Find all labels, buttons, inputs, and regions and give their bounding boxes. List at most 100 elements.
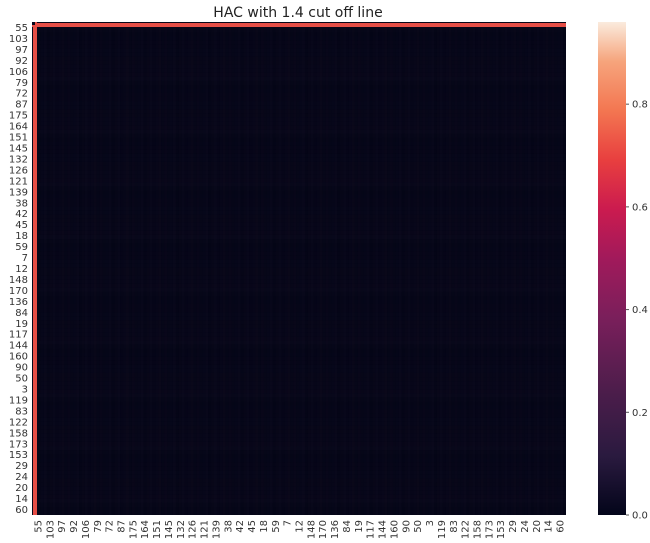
heatmap-column-cell	[439, 28, 443, 515]
col-tick-label: 87	[117, 520, 128, 533]
heatmap-column-cell	[114, 28, 118, 515]
row-tick-label: 38	[15, 198, 28, 209]
heatmap-row-cell	[38, 418, 566, 422]
heatmap-row-cell	[38, 328, 566, 333]
heatmap-column-cell	[560, 28, 564, 515]
col-tick-label: 153	[496, 520, 507, 539]
heatmap-row-cell	[38, 511, 566, 515]
heatmap-row-cell	[38, 283, 566, 288]
col-tick-label: 175	[128, 520, 139, 539]
heatmap-row-cell	[38, 138, 566, 142]
heatmap-column-cell	[390, 28, 393, 515]
col-tick-label: 24	[520, 520, 531, 533]
heatmap-column-cell	[149, 28, 153, 515]
heatmap-row-cell	[38, 154, 566, 158]
heatmap-column-cell	[278, 28, 282, 515]
heatmap-column-cell	[190, 28, 194, 515]
heatmap-row-cell	[38, 482, 566, 487]
heatmap-row-cell	[38, 247, 566, 251]
heatmap-row-cell	[38, 287, 566, 292]
heatmap-row-cell	[38, 230, 566, 235]
heatmap-row-cell	[38, 243, 566, 247]
heatmap-row-cell	[38, 478, 566, 483]
heatmap-column-cell	[67, 28, 71, 515]
heatmap-column-cell	[348, 28, 352, 515]
heatmap-column-cell	[416, 28, 420, 515]
col-tick-label: 164	[140, 520, 151, 539]
heatmap-row-cell	[38, 105, 566, 109]
col-tick-label: 151	[152, 520, 163, 539]
heatmap-column-cell	[340, 28, 344, 515]
heatmap-column-cell	[158, 28, 162, 515]
heatmap-column-cell	[76, 28, 80, 515]
heatmap-column-cell	[275, 28, 279, 515]
heatmap-row-cell	[38, 146, 566, 150]
heatmap-row-cell	[38, 72, 566, 77]
heatmap-column-cell	[126, 28, 129, 515]
heatmap-row-cell	[38, 97, 566, 101]
row-tick-label: 90	[15, 363, 28, 374]
col-tick-label: 158	[473, 520, 484, 539]
heatmap-row-cell	[38, 361, 566, 365]
heatmap-column-cell	[90, 28, 94, 515]
colorbar-gradient	[598, 22, 626, 515]
row-tick-label: 60	[15, 505, 28, 516]
heatmap-row-cell	[38, 446, 566, 451]
row-tick-label: 145	[9, 143, 28, 154]
heatmap-row-cell	[38, 125, 566, 130]
colorbar-tick-label: 0.8	[632, 100, 648, 111]
heatmap-row-cell	[38, 279, 566, 284]
row-tick-labels: 5510397921067972871751641511451321261211…	[9, 23, 28, 516]
col-tick-label: 18	[259, 520, 270, 533]
row-tick-label: 175	[9, 111, 28, 122]
heatmap-column-cell	[196, 28, 200, 515]
row-tick-label: 164	[9, 122, 28, 133]
heatmap-column-cell	[140, 28, 144, 515]
heatmap-row-cell	[38, 401, 566, 405]
row-tick-label: 87	[15, 100, 28, 111]
colorbar-tick-label: 0.0	[632, 511, 648, 522]
row-tick-label: 19	[15, 319, 28, 330]
heatmap-column-cell	[413, 28, 417, 515]
heatmap-column-cell	[480, 28, 484, 515]
heatmap-row-cell	[38, 36, 566, 40]
heatmap-column-cell	[375, 28, 379, 515]
heatmap-column-cell	[472, 28, 476, 515]
row-tick-label: 84	[15, 308, 28, 319]
heatmap-body	[32, 22, 566, 515]
heatmap-column-cell	[454, 28, 458, 515]
col-tick-labels: 55 103 97 92 106 79 72 87 175 164 151 145 132 126 121 1…	[33, 520, 566, 539]
heatmap-row-cell	[38, 251, 566, 255]
heatmap-row-cell	[38, 332, 566, 337]
heatmap-row-cell	[38, 312, 566, 316]
heatmap-column-cell	[310, 28, 314, 515]
heatmap-column-cell	[187, 28, 191, 515]
row-tick-label: 83	[15, 406, 28, 417]
heatmap-row-cell	[38, 389, 566, 394]
heatmap-column-cell	[448, 28, 452, 515]
heatmap-row-cell	[38, 385, 566, 390]
row-tick-label: 14	[15, 494, 28, 505]
heatmap-column-cell	[84, 28, 88, 515]
chart-title: HAC with 1.4 cut off line	[213, 5, 382, 21]
heatmap-row-cell	[38, 275, 566, 280]
heatmap-column-cell	[58, 28, 62, 515]
row-tick-label: 122	[9, 417, 28, 428]
heatmap-row-cell	[38, 150, 566, 154]
heatmap-row-cell	[38, 365, 566, 369]
col-tick-label: 97	[57, 520, 68, 533]
heatmap-row-cell	[38, 369, 566, 373]
heatmap-column-cell	[519, 28, 522, 515]
heatmap-row-cell	[38, 89, 566, 93]
heatmap-row-cell	[38, 64, 566, 69]
heatmap-column-cell	[366, 28, 370, 515]
heatmap-row-cell	[38, 316, 566, 320]
heatmap-row-cell	[38, 437, 566, 442]
heatmap-row-cell	[38, 56, 566, 61]
col-tick-label: 84	[342, 520, 353, 533]
heatmap-column-cell	[536, 28, 540, 515]
heatmap-column-cell	[222, 28, 226, 515]
heatmap-column-cell	[436, 28, 440, 515]
heatmap-column-cell	[269, 28, 273, 515]
